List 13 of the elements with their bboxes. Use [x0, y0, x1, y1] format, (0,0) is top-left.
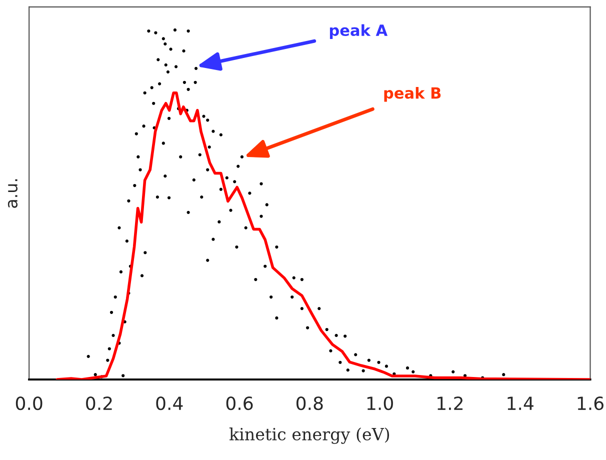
- x-tick-label: 0.6: [226, 396, 253, 410]
- x-tick-label: 1.4: [508, 396, 534, 410]
- x-tick-label: 0.2: [86, 396, 112, 410]
- x-tick-label: 0.0: [16, 396, 42, 410]
- annotation: peak A: [330, 24, 388, 39]
- x-tick-label: 1.0: [367, 396, 393, 410]
- y-axis-title: a.u.: [8, 179, 18, 208]
- x-tick-label: 0.4: [156, 396, 183, 410]
- x-tick-label: 1.2: [438, 396, 463, 410]
- x-axis-title: kinetic energy (eV): [229, 428, 390, 444]
- x-tick-label: 1.6: [578, 396, 604, 410]
- annotation: peak B: [384, 86, 441, 102]
- x-tick-label: 0.8: [296, 396, 323, 410]
